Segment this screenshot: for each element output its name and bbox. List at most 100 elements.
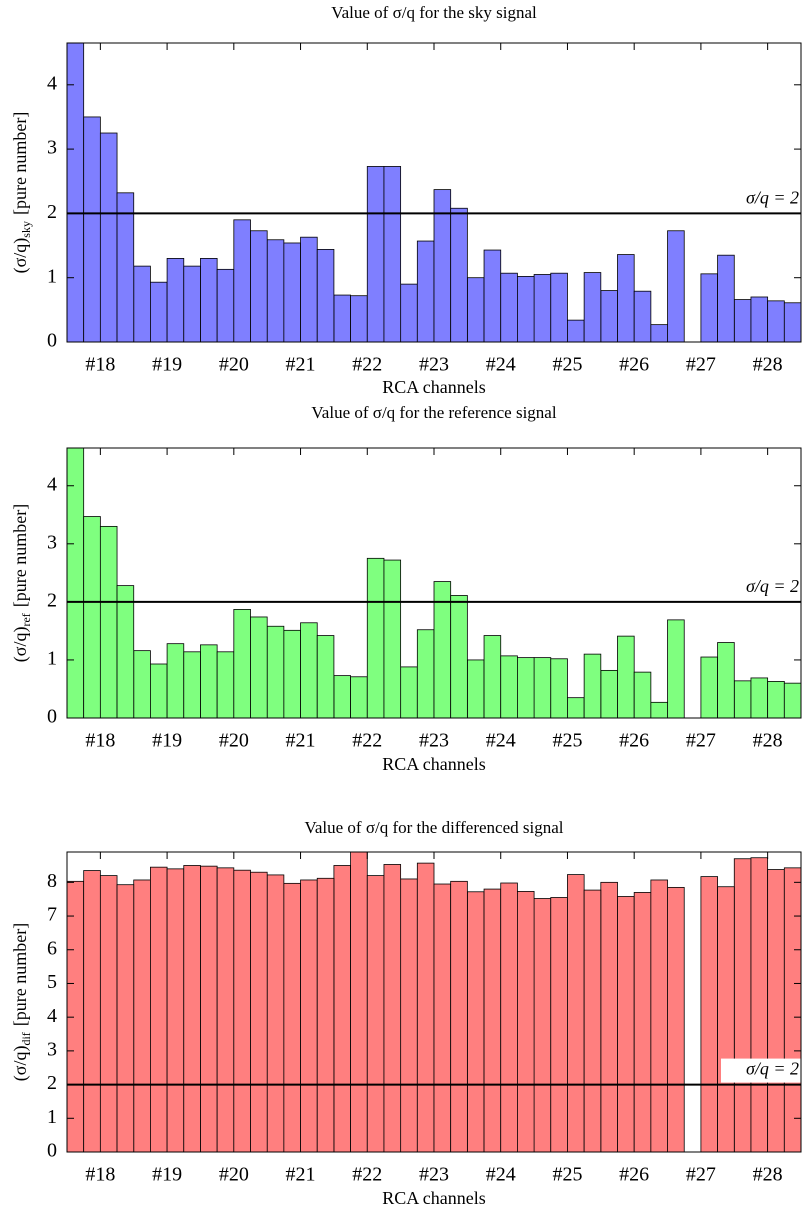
y-tick-label: 1 — [47, 265, 57, 287]
plot-frame — [66, 42, 802, 343]
y-tick-label: 0 — [47, 706, 57, 728]
x-tick-label: #24 — [486, 730, 516, 752]
bar — [650, 324, 668, 342]
plot-frame — [66, 851, 802, 1153]
y-axis-label-sub: ref — [19, 613, 33, 626]
bar — [617, 635, 635, 718]
bar — [450, 595, 468, 718]
x-tick-label: #20 — [219, 730, 249, 752]
x-tick-label: #25 — [552, 730, 582, 752]
bars — [67, 448, 801, 718]
x-tick-label: #21 — [286, 730, 316, 752]
y-axis-label-main: (σ/q) — [10, 1046, 31, 1082]
x-tick-label: #19 — [152, 354, 182, 376]
bar — [500, 882, 518, 1152]
annotation-bg — [721, 1058, 801, 1083]
x-tick-label: #28 — [753, 1164, 783, 1186]
bar — [416, 240, 435, 342]
bar — [567, 319, 585, 342]
bar — [466, 891, 485, 1152]
bar — [650, 701, 668, 718]
bar — [216, 651, 235, 718]
bar — [750, 296, 769, 342]
bar — [550, 658, 568, 718]
x-tick-label: #26 — [619, 354, 649, 376]
bar — [233, 869, 251, 1152]
bar — [717, 254, 735, 342]
annotation: σ/q = 2 — [746, 188, 799, 208]
bar — [150, 663, 168, 718]
y-axis-label-main: (σ/q) — [10, 627, 31, 663]
bar — [483, 888, 502, 1152]
y-tick-label: 2 — [47, 1072, 57, 1094]
y-axis-label-main: (σ/q) — [10, 238, 31, 274]
bar — [767, 300, 785, 342]
bar — [567, 697, 585, 718]
bar — [183, 265, 201, 342]
x-axis-label: RCA channels — [382, 377, 486, 397]
bar — [400, 878, 418, 1152]
bars — [67, 43, 801, 342]
bar — [517, 891, 535, 1152]
bar — [767, 869, 785, 1152]
y-axis-label: (σ/q)dif [pure number] — [10, 923, 33, 1082]
bar — [633, 892, 652, 1152]
y-axis-label: (σ/q)sky [pure number] — [10, 112, 33, 274]
x-tick-label: #19 — [152, 1164, 182, 1186]
plot-frame — [66, 447, 802, 719]
bar — [83, 116, 101, 342]
bar — [517, 657, 535, 718]
bar — [383, 166, 402, 342]
bar — [233, 609, 251, 718]
bars — [67, 852, 801, 1152]
chart-title: Value of σ/q for the differenced signal — [304, 818, 563, 837]
bar — [750, 857, 769, 1152]
bar — [83, 870, 101, 1152]
bar — [583, 889, 602, 1152]
y-tick-label: 5 — [47, 971, 57, 993]
bar — [416, 629, 435, 718]
bar — [99, 525, 118, 718]
chart-title: Value of σ/q for the reference signal — [311, 403, 556, 422]
bar — [200, 644, 218, 718]
bar — [233, 219, 251, 342]
x-tick-label: #25 — [552, 354, 582, 376]
bar — [283, 242, 301, 342]
y-tick-label: 1 — [47, 1106, 57, 1128]
bar — [67, 448, 85, 718]
bar — [383, 864, 402, 1152]
y-axis-label-unit: [pure number] — [10, 504, 30, 607]
x-tick-label: #22 — [352, 1164, 382, 1186]
bar — [350, 295, 368, 342]
bar — [500, 655, 518, 718]
x-tick-label: #21 — [286, 354, 316, 376]
bar — [266, 239, 285, 342]
bar — [650, 879, 668, 1152]
bar — [733, 680, 752, 718]
bar — [550, 897, 568, 1152]
bar — [300, 622, 318, 718]
annotation: σ/q = 2 — [746, 576, 799, 596]
bar — [717, 642, 735, 718]
bar — [99, 132, 118, 342]
bar — [216, 268, 235, 342]
bar — [250, 230, 268, 342]
bar — [600, 669, 618, 718]
bar — [200, 258, 218, 342]
x-tick-label: #26 — [619, 1164, 649, 1186]
bar — [517, 276, 535, 342]
bar — [600, 881, 618, 1152]
bar — [350, 676, 368, 718]
bar — [466, 659, 485, 718]
bar — [366, 875, 385, 1152]
y-tick-label: 0 — [47, 330, 57, 352]
x-tick-label: #27 — [686, 1164, 716, 1186]
bar — [250, 871, 268, 1152]
annotation: σ/q = 2 — [746, 1059, 799, 1079]
bar — [450, 207, 468, 342]
x-tick-label: #24 — [486, 354, 516, 376]
x-tick-label: #26 — [619, 730, 649, 752]
bar — [433, 883, 452, 1152]
x-tick-label: #20 — [219, 354, 249, 376]
